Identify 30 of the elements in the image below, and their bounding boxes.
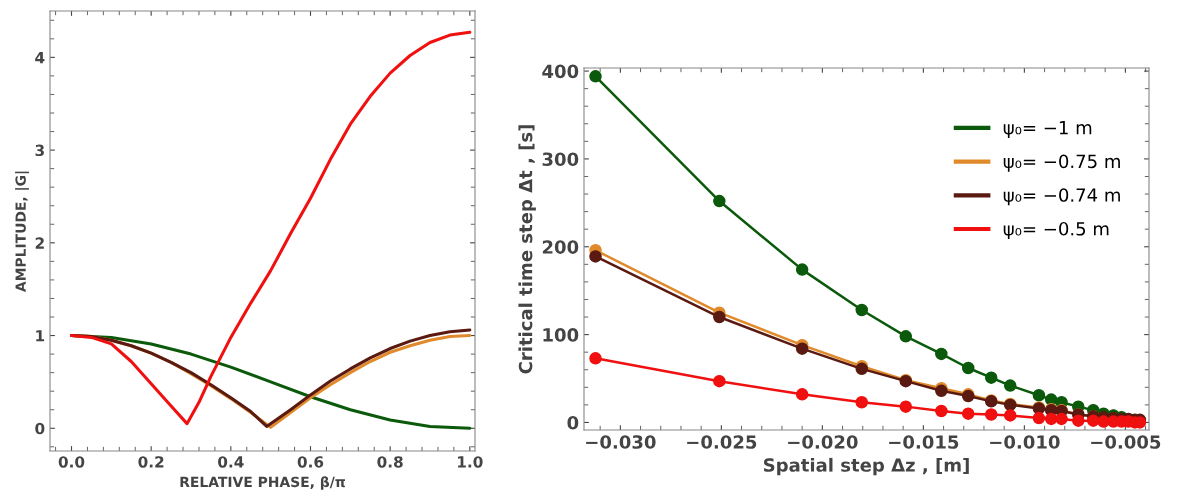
y-tick-label: 1	[36, 330, 45, 342]
legend-label: ψ₀= −0.74 m	[1003, 188, 1120, 206]
x-tick-label: −0.030	[586, 435, 656, 449]
x-tick-label: −0.005	[1091, 435, 1161, 449]
x-tick-label: 1.0	[458, 456, 483, 468]
y-axis-title: AMPLITUDE, |G|	[15, 171, 29, 293]
x-tick-label: 0.6	[297, 456, 324, 468]
x-tick-label: −0.025	[687, 435, 757, 449]
x-tick-label: −0.020	[788, 435, 858, 449]
y-tick-label: 0	[35, 422, 45, 435]
x-tick-label: −0.010	[990, 435, 1060, 449]
legend-label: ψ₀= −0.75 m	[1003, 154, 1120, 172]
x-tick-label: −0.015	[889, 435, 959, 449]
x-tick-label: 0.4	[218, 456, 244, 468]
legend-label: ψ₀= −1 m	[1003, 121, 1092, 138]
y-tick-label: 300	[542, 152, 579, 167]
y-tick-label: 3	[35, 144, 44, 157]
y-tick-label: 0	[567, 415, 579, 430]
y-tick-label: 400	[542, 64, 579, 79]
x-tick-label: 0.8	[377, 456, 403, 468]
x-axis-title: Spatial step Δz , [m]	[763, 457, 969, 476]
x-tick-label: 0.2	[138, 456, 164, 468]
y-tick-label: 100	[543, 328, 579, 342]
x-tick-label: 0.0	[58, 456, 85, 468]
y-tick-label: 2	[35, 237, 44, 249]
y-axis-title: Critical time step Δt , [s]	[518, 125, 536, 374]
y-tick-label: 200	[542, 240, 579, 254]
legend-label: ψ₀= −0.5 m	[1003, 221, 1109, 240]
x-axis-title: RELATIVE PHASE, β/π	[180, 476, 345, 490]
y-tick-label: 4	[35, 52, 45, 64]
